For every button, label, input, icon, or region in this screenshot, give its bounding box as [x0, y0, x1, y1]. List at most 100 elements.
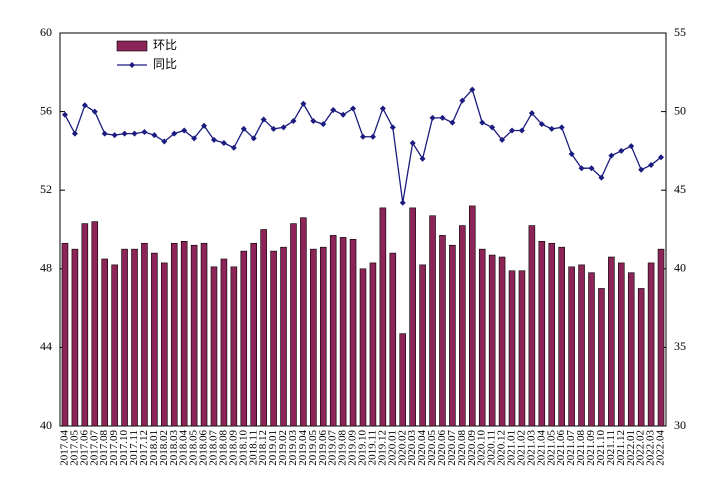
x-tick-label: 2022.04: [655, 430, 667, 466]
legend-label: 同比: [153, 57, 177, 71]
bar: [439, 235, 446, 427]
marker: [270, 125, 277, 132]
marker: [648, 162, 655, 169]
bar: [280, 246, 287, 427]
marker: [161, 138, 168, 145]
x-tick-label: 2019.11: [366, 430, 378, 465]
marker: [608, 152, 615, 159]
x-tick-label: 2020.04: [416, 430, 428, 466]
x-tick-label: 2017.07: [88, 430, 100, 466]
bar: [310, 248, 317, 427]
x-tick-label: 2019.07: [327, 430, 339, 466]
x-tick-label: 2020.03: [406, 430, 418, 466]
x-tick-label: 2021.02: [515, 430, 527, 466]
line: [64, 88, 662, 203]
marker: [240, 125, 247, 132]
x-tick-label: 2017.10: [118, 430, 130, 466]
x-tick-label: 2017.04: [58, 430, 70, 466]
bar: [409, 207, 416, 427]
bar: [151, 252, 158, 427]
marker: [131, 130, 138, 137]
marker: [280, 124, 287, 131]
legend-swatch: [116, 40, 148, 52]
x-tick-label: 2021.07: [565, 430, 577, 466]
x-tick-label: 2019.08: [337, 430, 349, 466]
bar: [91, 221, 99, 427]
x-tick-label: 2018.11: [247, 430, 259, 465]
bar: [618, 262, 625, 427]
x-tick-label: 2021.12: [615, 430, 627, 466]
marker: [548, 125, 555, 132]
marker: [201, 122, 208, 129]
bar: [558, 246, 565, 427]
x-tick-label: 2018.07: [208, 430, 220, 466]
marker: [111, 132, 118, 139]
x-tick-label: 2020.06: [436, 430, 448, 466]
bar: [578, 264, 585, 427]
bar: [568, 266, 575, 427]
bar: [111, 264, 118, 427]
x-tick-label: 2020.11: [486, 430, 498, 465]
marker: [61, 111, 68, 118]
bar: [260, 229, 267, 427]
y-tick-label: 48: [40, 261, 52, 275]
x-tick-label: 2017.09: [108, 430, 120, 466]
bar: [518, 270, 526, 427]
marker: [141, 129, 148, 136]
marker: [379, 105, 386, 112]
marker: [250, 135, 257, 142]
y-tick-label: 60: [40, 25, 52, 39]
bar: [131, 248, 138, 427]
bar: [230, 266, 238, 427]
bar: [190, 244, 198, 427]
bar: [528, 225, 536, 427]
bar: [508, 270, 516, 427]
marker: [389, 124, 396, 131]
x-tick-label: 2018.10: [237, 430, 249, 466]
x-tick-label: 2020.05: [426, 430, 438, 466]
legend-label: 环比: [153, 38, 177, 52]
x-tick-label: 2021.03: [525, 430, 537, 466]
marker: [618, 147, 625, 154]
marker: [439, 114, 446, 121]
marker: [449, 119, 456, 126]
bar: [81, 223, 89, 427]
marker: [369, 133, 376, 140]
bar: [488, 254, 496, 427]
x-tick-label: 2017.08: [98, 430, 110, 466]
bar: [588, 272, 595, 427]
marker: [638, 166, 645, 173]
x-tick-label: 2017.11: [128, 430, 140, 465]
x-tick-label: 2017.12: [138, 430, 150, 466]
marker: [558, 124, 565, 131]
marker: [350, 105, 357, 112]
x-tick-label: 2021.11: [605, 430, 617, 465]
y-tick-label: 40: [40, 418, 52, 432]
bar: [359, 268, 367, 427]
bar: [478, 248, 486, 427]
bar: [429, 215, 436, 427]
marker: [658, 154, 665, 161]
bar: [180, 240, 188, 427]
marker: [528, 110, 535, 117]
marker: [628, 143, 635, 150]
x-tick-label: 2021.01: [506, 430, 518, 466]
x-tick-label: 2021.10: [595, 430, 607, 466]
x-tick-label: 2018.09: [227, 430, 239, 466]
marker: [290, 118, 297, 125]
marker: [121, 130, 128, 137]
x-tick-label: 2021.09: [585, 430, 597, 466]
marker: [181, 127, 188, 134]
bar: [627, 272, 635, 427]
x-tick-label: 2022.01: [625, 430, 637, 466]
x-tick-label: 2020.12: [496, 430, 508, 466]
x-tick-label: 2021.05: [545, 430, 557, 466]
x-tick-label: 2018.08: [217, 430, 229, 466]
x-tick-label: 2018.04: [178, 430, 190, 466]
x-tick-label: 2019.01: [267, 430, 279, 466]
bar: [339, 237, 347, 427]
bar: [220, 258, 228, 427]
x-tick-label: 2018.12: [257, 430, 269, 466]
marker: [151, 132, 158, 139]
marker: [479, 119, 486, 126]
